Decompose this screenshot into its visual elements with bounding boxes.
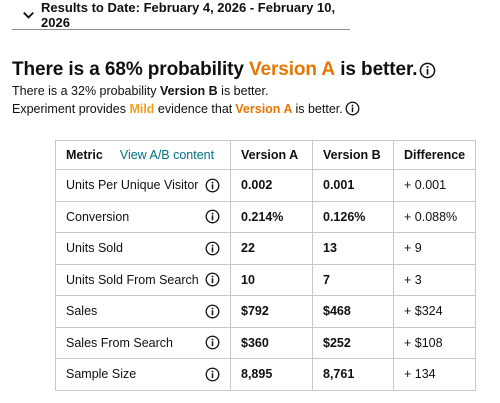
metric-label: Sales From Search [66,335,173,350]
metric-header: Metric View A/B content [55,140,231,170]
difference-value: + 0.001 [392,169,477,202]
difference-value: + $108 [392,326,477,359]
version-b-value: $468 [312,295,394,328]
results-date-label: Results to Date: February 4, 2026 - Febr… [41,0,336,30]
difference-value: + 3 [392,263,477,296]
table-row: Sample Size 8,895 8,761 + 134 [55,358,477,391]
table-row: Sales From Search $360 $252 + $108 [55,326,477,359]
version-b-value: 13 [312,232,394,265]
view-ab-content-link[interactable]: View A/B content [119,148,215,162]
sub1-version: Version B [160,84,218,98]
metric-label: Units Per Unique Visitor [66,178,199,193]
info-icon[interactable] [205,241,220,256]
metric-cell: Sample Size [55,358,231,391]
metric-cell: Units Sold [55,232,231,265]
info-icon[interactable] [205,209,220,224]
metric-cell: Units Sold From Search [55,263,231,296]
results-date-toggle[interactable]: Results to Date: February 4, 2026 - Febr… [12,0,350,30]
ab-results-table: Metric View A/B content Version A Versio… [55,140,477,391]
difference-value: + 9 [392,232,477,265]
metric-label: Sales [66,304,98,319]
sub1-suffix: is better. [221,84,269,98]
info-icon[interactable] [205,367,220,382]
metric-label: Units Sold [66,241,123,256]
difference-header: Difference [392,140,477,170]
metric-cell: Conversion [55,200,231,233]
table-header-row: Metric View A/B content Version A Versio… [55,140,477,170]
metric-label: Units Sold From Search [66,272,199,287]
metric-cell: Units Per Unique Visitor [55,169,231,202]
version-a-value: $792 [230,295,313,328]
info-icon[interactable] [205,304,220,319]
info-icon[interactable] [205,178,220,193]
probability-b-text: There is a 32% probability Version B is … [12,84,268,98]
version-b-value: 7 [312,263,394,296]
version-a-value: 22 [230,232,313,265]
version-a-value: 0.214% [230,200,313,233]
info-icon[interactable] [205,272,220,287]
headline: There is a 68% probability Version A is … [12,59,436,81]
version-a-value: 8,895 [230,358,313,391]
table-row: Conversion 0.214% 0.126% + 0.088% [55,200,477,233]
version-a-header: Version A [230,140,313,170]
info-icon[interactable] [205,335,220,350]
difference-value: + $324 [392,295,477,328]
headline-suffix: is better. [340,59,418,80]
sub2-suffix: is better. [295,101,343,116]
info-icon[interactable] [419,62,436,79]
version-a-value: 10 [230,263,313,296]
metric-label: Conversion [66,209,130,224]
sub2-prefix: Experiment provides [12,101,126,116]
version-b-value: 0.001 [312,169,394,202]
version-a-value: 0.002 [230,169,313,202]
headline-prefix: There is a 68% probability [12,59,244,80]
difference-value: + 0.088% [392,200,477,233]
version-b-value: 8,761 [312,358,394,391]
evidence-strength: Mild [129,101,155,116]
headline-version: Version A [249,59,336,80]
chevron-down-icon [23,11,34,19]
sub2-version: Version A [235,101,293,116]
table-row: Sales $792 $468 + $324 [55,295,477,328]
metric-cell: Sales [55,295,231,328]
version-b-value: $252 [312,326,394,359]
evidence-text: Experiment provides Mild evidence that Ve… [12,101,360,116]
difference-value: + 134 [392,358,477,391]
table-row: Units Per Unique Visitor 0.002 0.001 + 0.00… [55,169,477,202]
metric-header-label: Metric [66,148,103,162]
version-b-header: Version B [312,140,394,170]
sub2-middle: evidence that [157,101,233,116]
metric-cell: Sales From Search [55,326,231,359]
version-a-value: $360 [230,326,313,359]
metric-label: Sample Size [66,367,137,382]
sub1-prefix: There is a 32% probability [12,84,157,98]
version-b-value: 0.126% [312,200,394,233]
info-icon[interactable] [345,101,360,116]
table-row: Units Sold 22 13 + 9 [55,232,477,265]
table-row: Units Sold From Search 10 7 + 3 [55,263,477,296]
